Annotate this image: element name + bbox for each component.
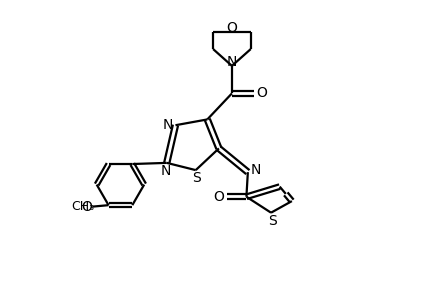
Text: S: S bbox=[268, 214, 277, 228]
Text: N: N bbox=[163, 118, 173, 132]
Text: O: O bbox=[213, 190, 224, 204]
Text: CH₃: CH₃ bbox=[71, 200, 94, 213]
Text: N: N bbox=[250, 163, 260, 177]
Text: S: S bbox=[192, 171, 201, 185]
Text: O: O bbox=[256, 86, 267, 100]
Text: N: N bbox=[160, 164, 171, 178]
Text: N: N bbox=[227, 55, 237, 69]
Text: O: O bbox=[81, 200, 92, 214]
Text: O: O bbox=[226, 21, 237, 35]
